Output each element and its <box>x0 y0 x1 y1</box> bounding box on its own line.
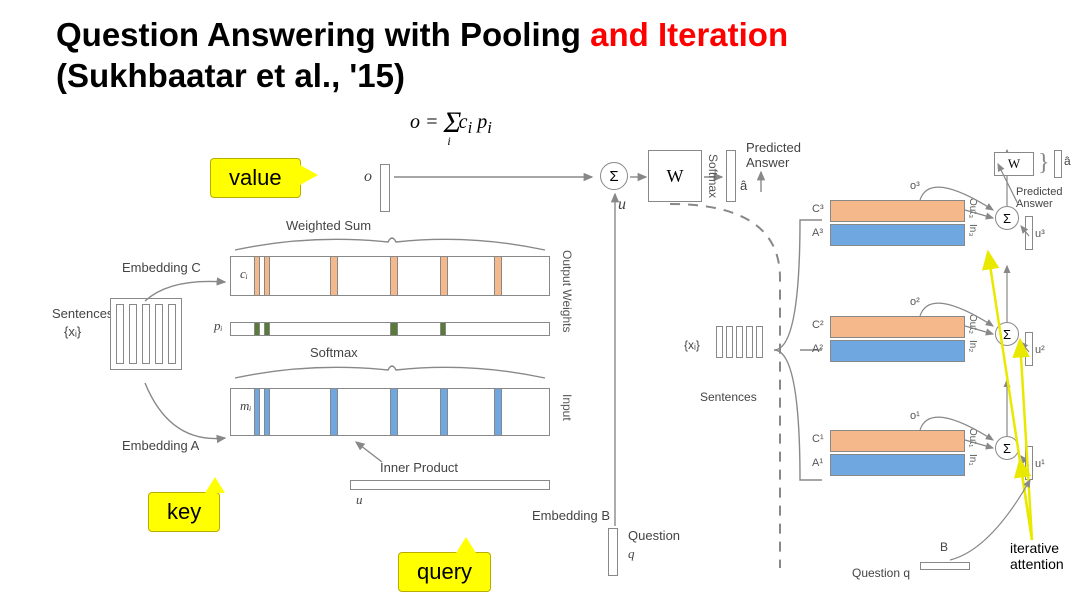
o-vector <box>380 164 390 212</box>
stripe <box>254 322 260 336</box>
stripe <box>494 256 502 296</box>
stripe <box>440 256 448 296</box>
label-inner-product: Inner Product <box>380 460 458 475</box>
arrow-inner-product <box>350 438 390 468</box>
stripe <box>494 388 502 436</box>
question-vector <box>608 528 618 576</box>
label-sentences-sub-r: {xᵢ} <box>684 338 700 352</box>
sigma-circle: Σ <box>600 162 628 190</box>
stripe <box>330 388 338 436</box>
label-o: o <box>364 168 372 186</box>
brace-softmax <box>230 360 550 382</box>
stripe <box>390 256 398 296</box>
label-A: A³ <box>812 227 823 239</box>
label-question-q: q <box>628 546 635 562</box>
callout-query: query <box>398 552 491 592</box>
label-sentences: Sentences <box>52 306 113 321</box>
stripe <box>390 388 398 436</box>
page-title: Question Answering with Pooling and Iter… <box>56 14 788 97</box>
label-pi: pᵢ <box>214 318 223 334</box>
label-mi: mᵢ <box>240 398 251 414</box>
label-C: C² <box>812 319 824 331</box>
stripe <box>390 322 398 336</box>
label-input: Input <box>560 394 574 421</box>
title-part2: (Sukhbaatar et al., '15) <box>56 57 405 94</box>
arrow-predicted <box>756 170 766 194</box>
title-part1: Question Answering with Pooling <box>56 16 590 53</box>
title-red: and Iteration <box>590 16 788 53</box>
brace-weighted-sum <box>230 232 550 254</box>
stripe <box>330 256 338 296</box>
arrow-embedding-c <box>140 276 230 306</box>
label-embedding-c: Embedding C <box>122 260 201 275</box>
label-ci: cᵢ <box>240 266 248 282</box>
label-predicted-answer: Predicted Answer <box>746 140 801 170</box>
label-sentences-sub: {xᵢ} <box>64 324 81 339</box>
label-sentences-r: Sentences <box>700 390 757 404</box>
stripe <box>440 388 448 436</box>
label-u2: u <box>356 492 363 508</box>
formula-o: o = Σici pi <box>410 102 498 138</box>
w-box: W <box>648 150 702 202</box>
sentences-box <box>110 298 182 370</box>
label-A: A² <box>812 343 823 355</box>
callout-key: key <box>148 492 220 532</box>
arrow-o-to-sigma <box>392 172 598 182</box>
label-A: A¹ <box>812 457 823 469</box>
sentences-box-r <box>716 326 763 358</box>
label-embedding-b: Embedding B <box>532 508 610 523</box>
arrow-u-up <box>610 190 620 530</box>
u-vector <box>350 480 550 490</box>
label-weighted-sum: Weighted Sum <box>286 218 371 233</box>
stripe <box>440 322 446 336</box>
callout-value: value <box>210 158 301 198</box>
stripe <box>254 388 260 436</box>
arrow-embedding-a <box>140 378 230 448</box>
label-C: C¹ <box>812 433 824 445</box>
stripe <box>264 256 270 296</box>
stripe <box>264 388 270 436</box>
label-C: C³ <box>812 203 824 215</box>
ahat-vector <box>726 150 736 202</box>
stripe <box>264 322 270 336</box>
stripe <box>254 256 260 296</box>
label-softmax: Softmax <box>310 345 358 360</box>
arrow-sigma-w <box>628 172 650 182</box>
label-softmax-v: Softmax <box>706 154 720 198</box>
label-output-weights: Output Weights <box>560 250 574 333</box>
right-extra-arrows <box>900 150 1080 580</box>
label-ahat: â <box>740 178 747 193</box>
